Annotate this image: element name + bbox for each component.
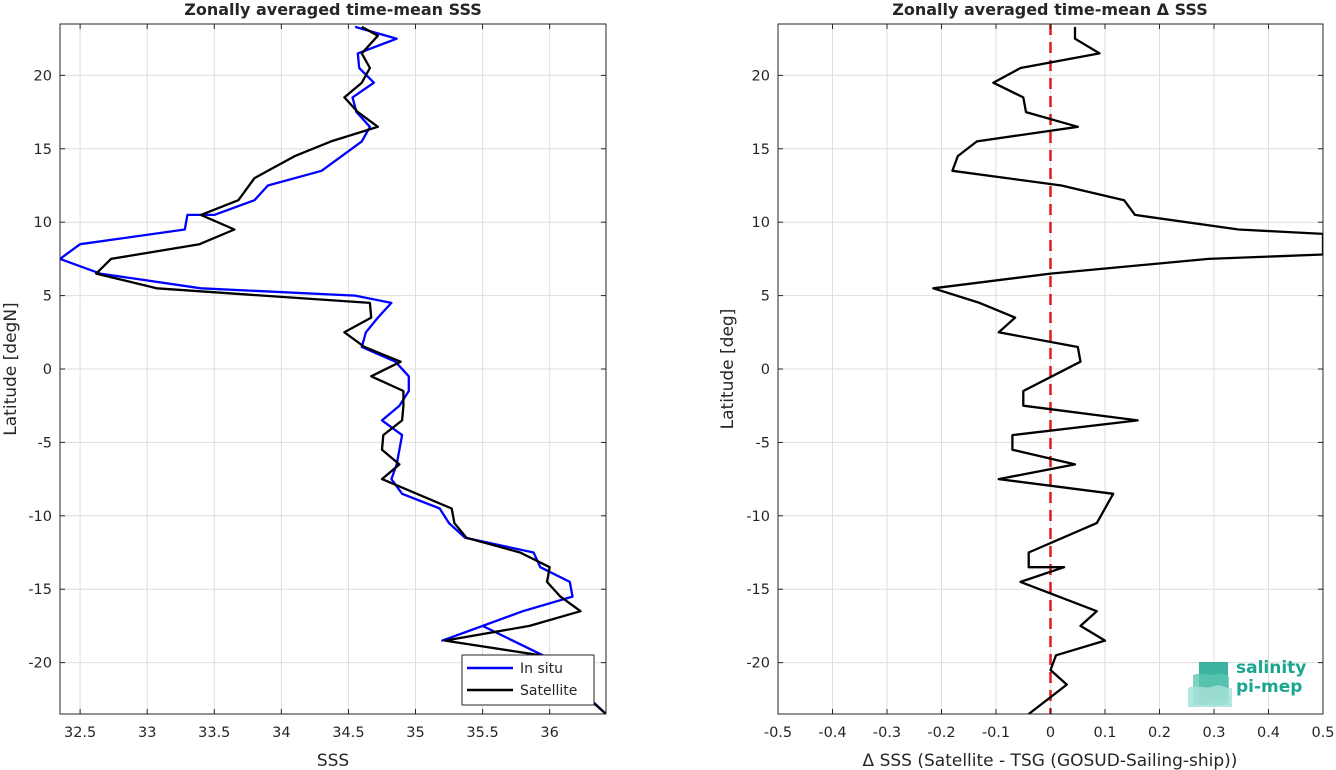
x-tick-label: 0.2 <box>1148 725 1171 741</box>
delta-series-group <box>932 24 1323 714</box>
sss-grid <box>60 24 606 714</box>
x-tick-label: -0.5 <box>764 725 792 741</box>
x-tick-label: 36 <box>540 725 558 741</box>
x-tick-label: -0.3 <box>873 725 901 741</box>
sss-series-group <box>60 25 606 714</box>
x-tick-label: -0.4 <box>818 725 846 741</box>
x-tick-label: 0.5 <box>1311 725 1334 741</box>
x-tick-label: 35.5 <box>466 725 498 741</box>
delta-x-axis-label: Δ SSS (Satellite - TSG (GOSUD-Sailing-sh… <box>863 751 1238 770</box>
y-tick-label: 15 <box>752 142 770 158</box>
x-tick-label: 34 <box>272 725 290 741</box>
y-tick-label: 0 <box>43 362 52 378</box>
sss-panel: 32.5 33 33.5 34 34.5 35 35.5 36 -20 -15 -10 -5 0 5 10 1… <box>1 0 607 770</box>
x-tick-label: -0.2 <box>927 725 955 741</box>
y-tick-label: 10 <box>752 215 770 231</box>
y-tick-label: -5 <box>756 435 770 451</box>
logo-wordmark: salinity pi-mep <box>1236 659 1306 697</box>
x-tick-label: 0 <box>1046 725 1055 741</box>
x-tick-label: 0.3 <box>1202 725 1225 741</box>
y-tick-label: -10 <box>28 509 52 525</box>
logo-line-1: salinity <box>1236 658 1307 678</box>
y-tick-label: 20 <box>752 68 770 84</box>
salinity-pimep-logo <box>1188 662 1232 707</box>
y-tick-label: 0 <box>761 362 770 378</box>
sss-legend: In situ Satellite <box>461 654 595 706</box>
x-tick-label: 33.5 <box>198 725 230 741</box>
y-tick-label: 5 <box>761 289 770 305</box>
x-tick-label: 0.4 <box>1257 725 1280 741</box>
delta-sss-panel: -0.5 -0.4 -0.3 -0.2 -0.1 0 0.1 0.2 0.3 0.4 0.5 -20 -… <box>718 0 1335 770</box>
logo-wave-front <box>1188 685 1232 707</box>
x-tick-label: 33 <box>138 725 156 741</box>
x-tick-label: 34.5 <box>332 725 364 741</box>
legend-label-insitu: In situ <box>520 661 563 677</box>
x-tick-label: -0.1 <box>982 725 1010 741</box>
y-tick-label: -15 <box>28 582 52 598</box>
sss-ticks: 32.5 33 33.5 34 34.5 35 35.5 36 -20 -15 -10 -5 0 5 10 1… <box>28 24 606 741</box>
sss-chart-title: Zonally averaged time-mean SSS <box>184 0 482 19</box>
legend-box <box>461 654 595 706</box>
sss-x-axis-label: SSS <box>317 751 349 770</box>
y-tick-label: -5 <box>38 435 52 451</box>
y-tick-label: -15 <box>746 582 770 598</box>
y-tick-label: 20 <box>34 68 52 84</box>
x-tick-label: 35 <box>406 725 424 741</box>
y-tick-label: -20 <box>746 656 770 672</box>
sss-y-axis-label: Latitude [degN] <box>1 302 21 435</box>
y-tick-label: -20 <box>28 656 52 672</box>
series-line-satellite <box>95 25 606 714</box>
legend-label-satellite: Satellite <box>520 683 577 699</box>
delta-chart-title: Zonally averaged time-mean Δ SSS <box>892 0 1208 19</box>
series-line-delta-0 <box>932 26 1323 714</box>
x-tick-label: 32.5 <box>64 725 96 741</box>
y-tick-label: -10 <box>746 509 770 525</box>
delta-y-axis-label: Latitude [deg] <box>718 309 738 430</box>
x-tick-label: 0.1 <box>1093 725 1116 741</box>
y-tick-label: 15 <box>34 142 52 158</box>
y-tick-label: 10 <box>34 215 52 231</box>
delta-ticks: -0.5 -0.4 -0.3 -0.2 -0.1 0 0.1 0.2 0.3 0.4 0.5 -20 -… <box>746 24 1335 741</box>
y-tick-label: 5 <box>43 289 52 305</box>
logo-line-2: pi-mep <box>1236 677 1303 697</box>
